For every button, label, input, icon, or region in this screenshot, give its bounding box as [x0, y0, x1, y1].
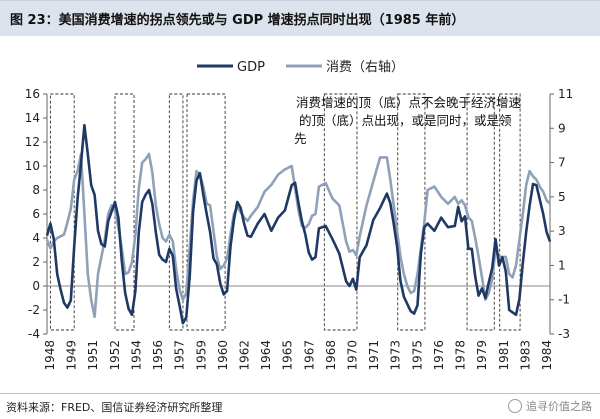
- source-note: 资料来源：FRED、国信证券经济研究所整理: [6, 401, 223, 414]
- left-tick-label: 12: [25, 135, 40, 149]
- x-tick-label: 1965: [281, 340, 295, 371]
- right-tick-label: 11: [558, 87, 573, 101]
- highlight-box-1: [49, 93, 75, 331]
- x-tick-label: 1964: [259, 340, 273, 371]
- footer: 资料来源：FRED、国信证券经济研究所整理 追寻价值之路: [0, 393, 600, 419]
- chart-axes: -4 -2 0 2 4 6 8 10 12 14 16 -3 -1 1 3 5 7 9 11 1948 1949 1951…: [25, 87, 574, 371]
- line-chart: -4 -2 0 2 4 6 8 10 12 14 16 -3 -1 1 3 5 7 9 11 1948 1949 1951…: [25, 60, 574, 371]
- highlight-box-8: [499, 93, 521, 331]
- left-tick-label: 0: [32, 279, 40, 293]
- right-tick-label: 3: [558, 224, 566, 238]
- x-tick-label: 1983: [518, 340, 532, 371]
- highlight-box-5: [323, 93, 358, 331]
- highlight-box-6: [397, 93, 426, 331]
- x-tick-label: 1973: [389, 340, 403, 371]
- x-tick-label: 1959: [194, 340, 208, 371]
- highlight-box-3: [168, 93, 184, 331]
- x-tick-label: 1960: [216, 340, 230, 371]
- watermark-logo-icon: [508, 399, 522, 413]
- x-tick-label: 1968: [324, 340, 338, 371]
- x-tick-label: 1956: [151, 340, 165, 371]
- watermark: 追寻价值之路: [508, 398, 592, 414]
- highlight-periods: [49, 93, 521, 331]
- chart-series-lines: [45, 123, 552, 325]
- right-tick-label: 7: [558, 156, 566, 170]
- x-tick-label: 1978: [454, 340, 468, 371]
- left-tick-label: 4: [32, 231, 40, 245]
- left-tick-label: 6: [32, 207, 40, 221]
- right-tick-label: 9: [558, 121, 566, 135]
- legend-label-consumption: 消费（右轴）: [326, 60, 404, 75]
- highlight-box-7: [466, 93, 495, 331]
- x-tick-label: 1949: [65, 340, 79, 371]
- consumption-series-line: [45, 152, 551, 319]
- right-tick-label: -1: [558, 293, 570, 307]
- right-tick-label: 1: [558, 258, 566, 272]
- x-tick-label: 1952: [108, 340, 122, 371]
- x-tick-label: 1984: [540, 340, 554, 371]
- left-tick-label: 10: [25, 159, 40, 173]
- left-tick-label: 8: [32, 183, 40, 197]
- figure-title: 图 23：美国消费增速的拐点领先或与 GDP 增速拐点同时出现（1985 年前）: [10, 13, 465, 28]
- x-tick-label: 1948: [43, 340, 57, 371]
- watermark-text: 追寻价值之路: [526, 400, 592, 413]
- x-tick-label: 1971: [367, 340, 381, 371]
- x-tick-label: 1981: [497, 340, 511, 371]
- x-tick-label: 1962: [237, 340, 251, 371]
- left-tick-label: 2: [32, 255, 40, 269]
- left-tick-label: 14: [25, 111, 40, 125]
- x-tick-label: 1976: [432, 340, 446, 371]
- chart-annotation: 消费增速的顶（底）点不会晚于经济增速的顶（底）点出现，或是同时，或是领先: [294, 95, 522, 146]
- chart-legend: GDP 消费（右轴）: [197, 60, 404, 75]
- x-tick-label: 1957: [173, 340, 187, 371]
- x-tick-label: 1951: [86, 340, 100, 371]
- highlight-box-4: [186, 93, 226, 331]
- x-tick-label: 1954: [129, 340, 143, 371]
- x-tick-label: 1967: [302, 340, 316, 371]
- x-tick-label: 1979: [475, 340, 489, 371]
- figure-title-bar: 图 23：美国消费增速的拐点领先或与 GDP 增速拐点同时出现（1985 年前）: [0, 0, 600, 36]
- gdp-series-line: [45, 123, 552, 325]
- left-tick-label: -2: [28, 303, 40, 317]
- legend-label-gdp: GDP: [237, 60, 265, 75]
- left-tick-label: 16: [25, 87, 40, 101]
- left-tick-label: -4: [28, 327, 40, 341]
- x-tick-label: 1975: [410, 340, 424, 371]
- x-tick-label: 1970: [346, 340, 360, 371]
- right-tick-label: -3: [558, 327, 570, 341]
- right-tick-label: 5: [558, 190, 566, 204]
